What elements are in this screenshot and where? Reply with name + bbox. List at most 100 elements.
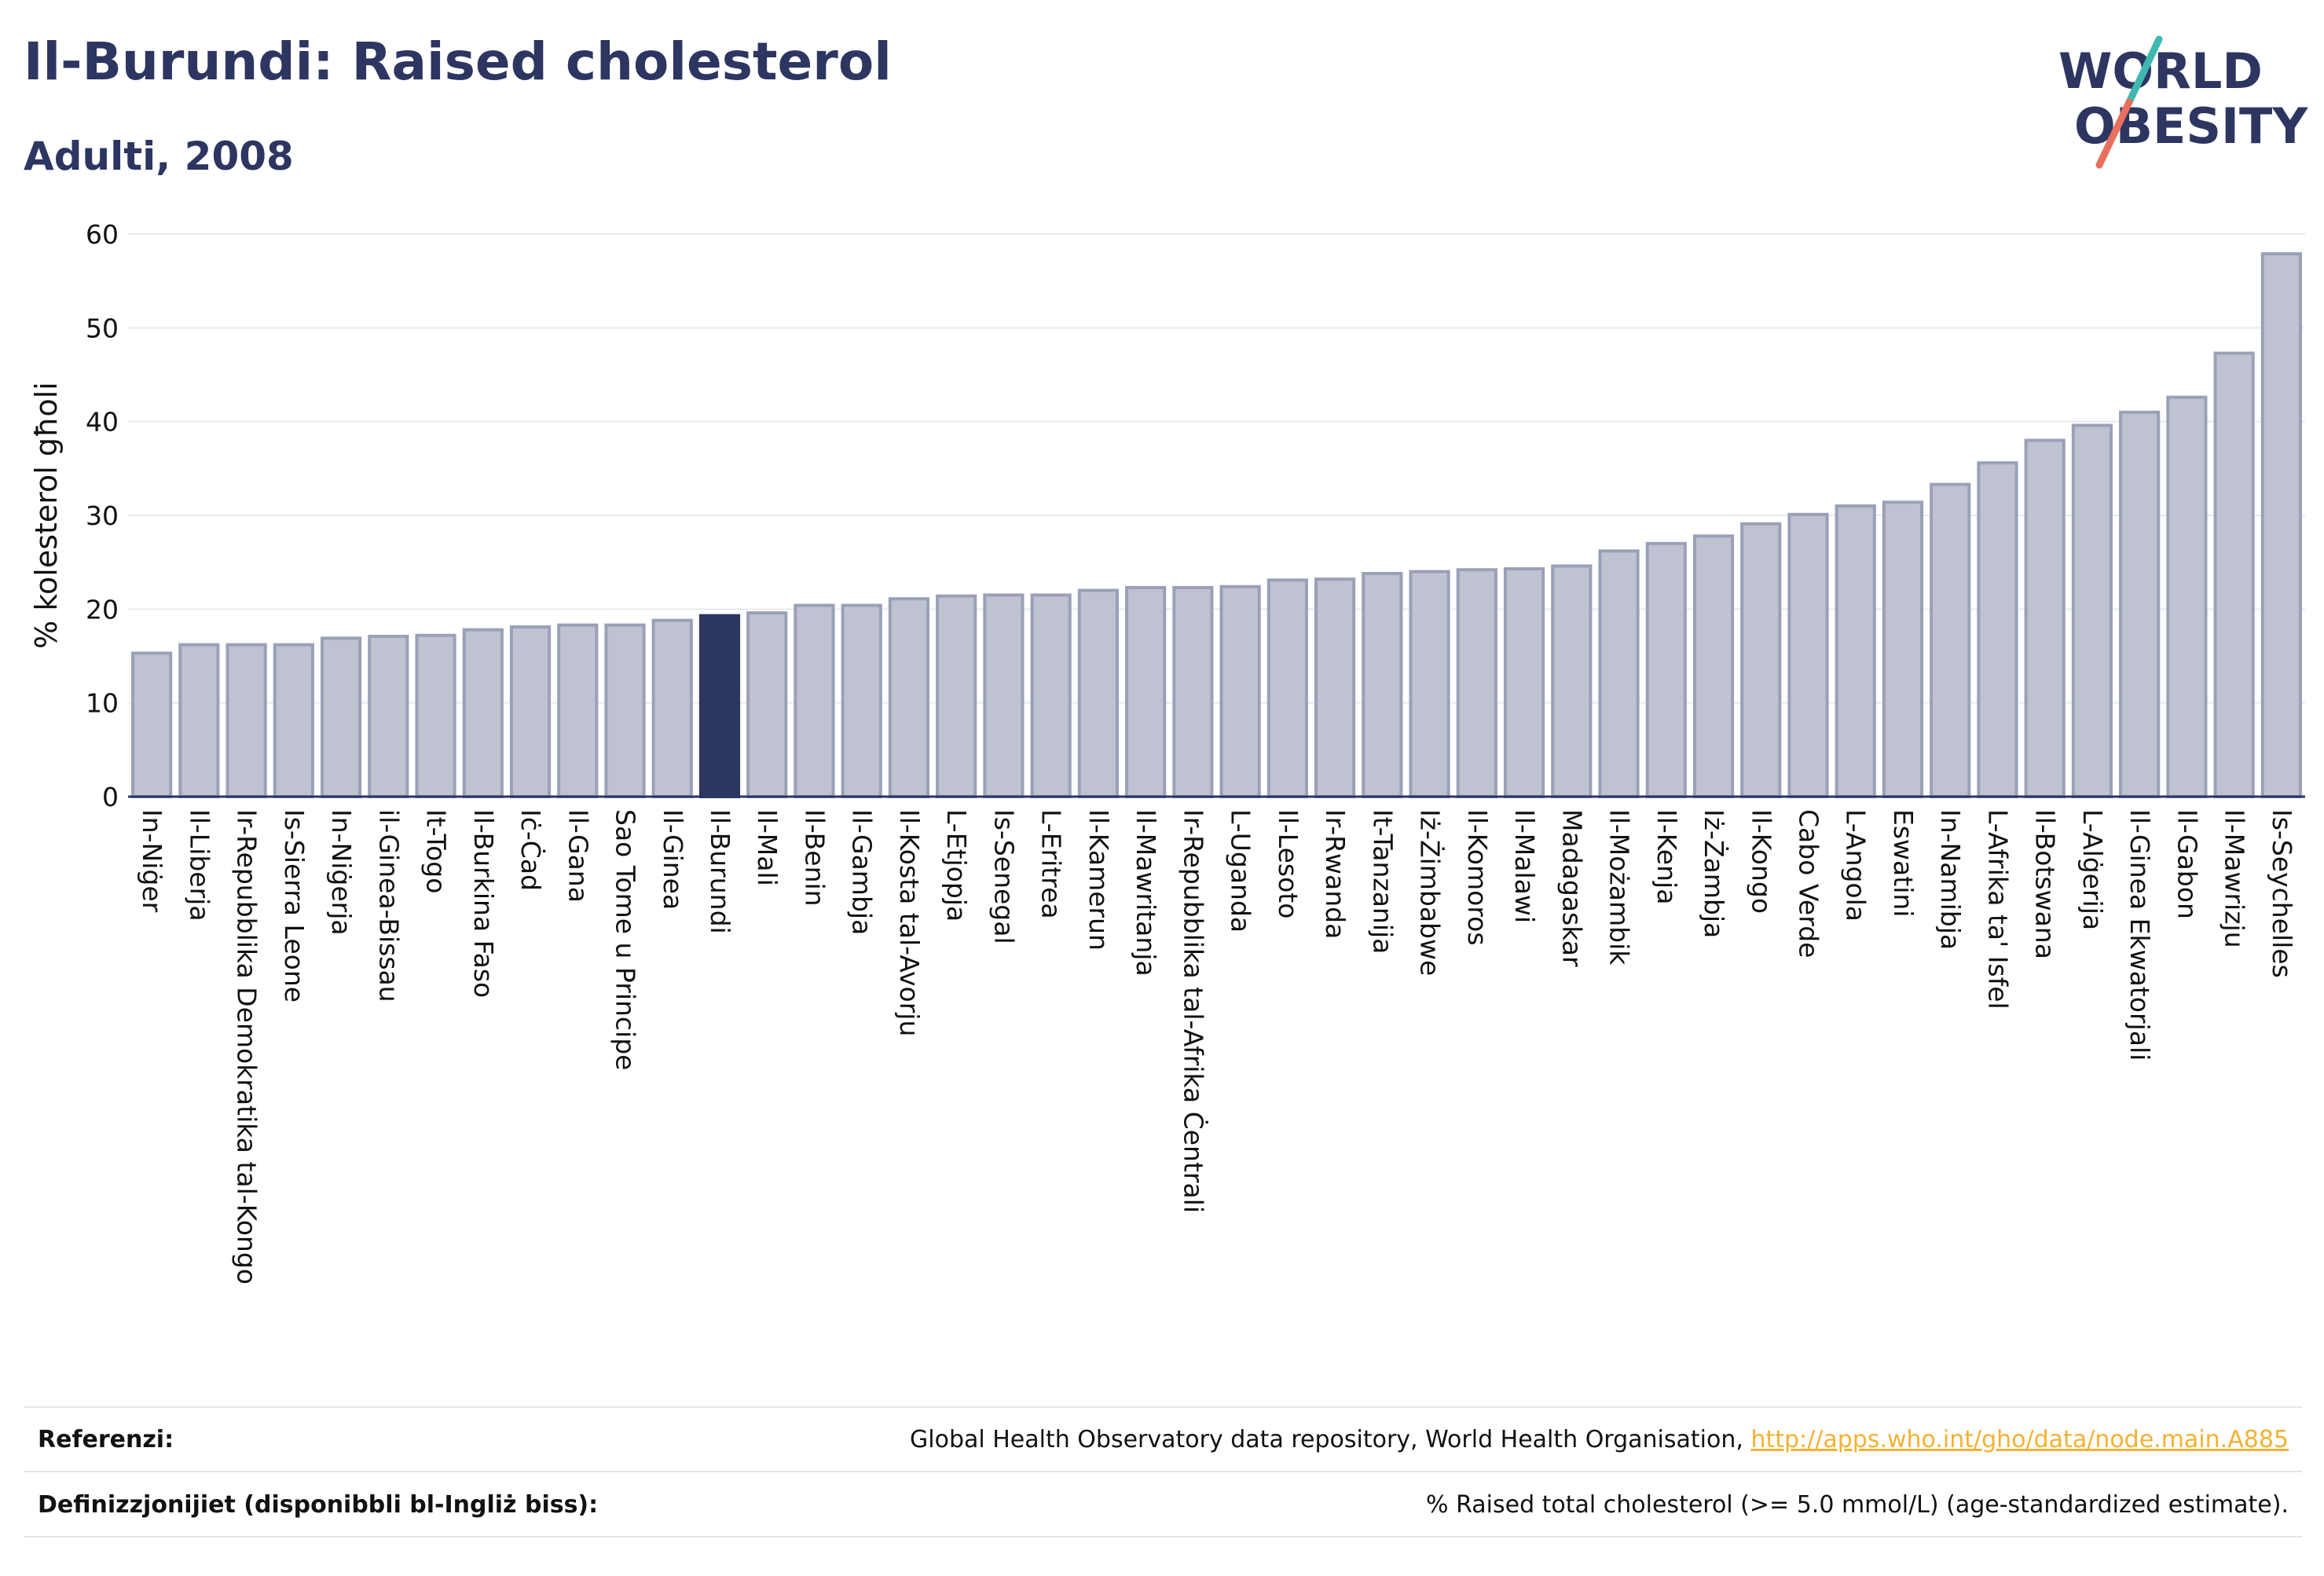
bar — [178, 643, 220, 798]
x-tick-label: Ir-Repubblika Demokratika tal-Kongo — [232, 809, 262, 1285]
y-tick-label: 50 — [86, 313, 119, 343]
bar — [557, 623, 599, 798]
definitions-label: Definizzjonijiet (disponibbli bl-Ingliż … — [38, 1491, 599, 1519]
bar — [1409, 570, 1450, 798]
world-obesity-logo: WORLD OBESITY — [2058, 35, 2308, 169]
x-tick-label: Iċ-Ċad — [515, 809, 547, 891]
bar — [2213, 351, 2255, 798]
references-value: Global Health Observatory data repositor… — [910, 1426, 2289, 1453]
x-tick-label: L-Uganda — [1226, 809, 1256, 933]
references-text: Global Health Observatory data repositor… — [910, 1426, 1751, 1453]
logo-line2: OBESITY — [2074, 97, 2308, 155]
x-tick-label: L-Eritrea — [1036, 809, 1067, 919]
logo-slash-teal — [2125, 35, 2163, 106]
bar-chart: 0 10 20 30 40 50 60 % kolesterol għoli In-Niġer I… — [29, 219, 2305, 1285]
x-tick-label: Il-Kenja — [1651, 809, 1682, 904]
x-tick-label: Il-Gana — [563, 809, 593, 903]
x-tick-label: Ir-Repubblika tal-Afrika Ċentrali — [1178, 809, 1209, 1213]
x-tick-label: Il-Ginea — [658, 809, 688, 910]
x-tick-label: Il-Gambja — [847, 809, 878, 935]
bar — [1314, 577, 1356, 798]
x-tick-label: Il-Kamerun — [1083, 809, 1114, 951]
x-tick-label: Il-Liberja — [184, 809, 214, 922]
bar — [983, 593, 1025, 799]
x-tick-label: Il-Benin — [799, 809, 830, 907]
x-tick-label: Il-Kosta tal-Avorju — [894, 809, 925, 1036]
references-link[interactable]: http://apps.who.int/gho/data/node.main.A… — [1750, 1426, 2289, 1453]
bar — [1882, 500, 1924, 798]
y-tick-label: 40 — [86, 407, 119, 438]
x-tick-label: Is-Seychelles — [2267, 809, 2297, 978]
y-axis-label: % kolesterol għoli — [29, 382, 64, 649]
x-tick-label: Il-Lesoto — [1273, 809, 1303, 918]
page-subtitle: Adulti, 2008 — [24, 134, 294, 179]
bar — [320, 636, 362, 798]
bar — [1977, 461, 2018, 798]
x-tick-label: Il-Burkina Faso — [468, 809, 499, 998]
bar — [1740, 522, 1782, 798]
x-tick-label: Il-Mali — [752, 809, 783, 886]
bar — [1692, 534, 1735, 799]
bar — [1219, 585, 1261, 799]
bar — [1551, 564, 1593, 798]
x-tick-label: Il-Kongo — [1746, 809, 1776, 914]
definitions-value: % Raised total cholesterol (>= 5.0 mmol/… — [1426, 1491, 2289, 1519]
bar — [1598, 549, 1640, 798]
x-tick-label: Il-Malawi — [1509, 809, 1540, 923]
bar — [888, 597, 930, 798]
x-tick-label: Il-Możambik — [1604, 809, 1635, 966]
bar — [841, 603, 882, 798]
bar — [1172, 585, 1214, 798]
x-tick-label: Il-Mawrizju — [2220, 809, 2250, 948]
footer-rule-middle — [24, 1471, 2302, 1472]
x-tick-label: Il-Botswana — [2030, 809, 2061, 959]
bar — [273, 643, 314, 798]
x-tick-label: In-Niġerja — [326, 809, 357, 936]
bar — [131, 651, 173, 798]
x-tick-label: Eswatini — [1888, 809, 1919, 917]
bar — [462, 628, 504, 798]
bar — [368, 634, 409, 798]
bar — [1930, 482, 1971, 798]
bar — [936, 594, 977, 798]
bar — [698, 614, 741, 798]
logo-line1: WORLD — [2058, 42, 2263, 100]
x-tick-label: Il-Gabon — [2172, 809, 2202, 919]
bar — [1456, 568, 1497, 798]
bar — [1030, 593, 1072, 799]
bar — [1362, 571, 1403, 799]
x-tick-label: In-Namibja — [1935, 809, 1966, 950]
x-tick-label: L-Etjopja — [941, 809, 972, 922]
bar — [1125, 585, 1167, 798]
bar — [1503, 567, 1545, 799]
bar — [2260, 252, 2302, 798]
x-tick-label: L-Angola — [1841, 809, 1871, 922]
bar — [1266, 578, 1308, 799]
y-tick-label: 30 — [86, 500, 119, 531]
bar — [2119, 410, 2161, 798]
x-tick-label: Iż-Żambja — [1699, 809, 1729, 938]
x-tick-label: L-Alġerija — [2077, 809, 2108, 930]
bar — [1645, 541, 1687, 798]
x-tick-label: Il-Burundi — [705, 809, 735, 934]
bar — [415, 633, 456, 798]
x-tick-label: Ir-Rwanda — [1320, 809, 1351, 939]
x-tick-label: L-Afrika ta' Isfel — [1982, 809, 2013, 1010]
page-title: Il-Burundi: Raised cholesterol — [24, 31, 892, 92]
logo-slash-coral — [2095, 98, 2133, 169]
x-tick-label: It-Togo — [421, 809, 452, 893]
x-tick-label: Iż-Żimbabwe — [1415, 809, 1446, 976]
bar — [746, 611, 788, 799]
y-tick-label: 0 — [102, 782, 119, 812]
y-tick-label: 60 — [86, 219, 119, 250]
bar — [2071, 423, 2113, 798]
bar — [1077, 588, 1119, 798]
x-tick-label: Is-Sierra Leone — [279, 809, 310, 1002]
x-tick-label: Cabo Verde — [1793, 809, 1824, 958]
x-tick-label: il-Ginea-Bissau — [373, 809, 404, 1002]
footer-rule-bottom — [24, 1536, 2302, 1538]
bar — [2024, 438, 2066, 798]
x-tick-label: Il-Mawritanja — [1131, 809, 1161, 977]
bar — [225, 643, 267, 798]
x-tick-label: Il-Komoros — [1462, 809, 1493, 946]
